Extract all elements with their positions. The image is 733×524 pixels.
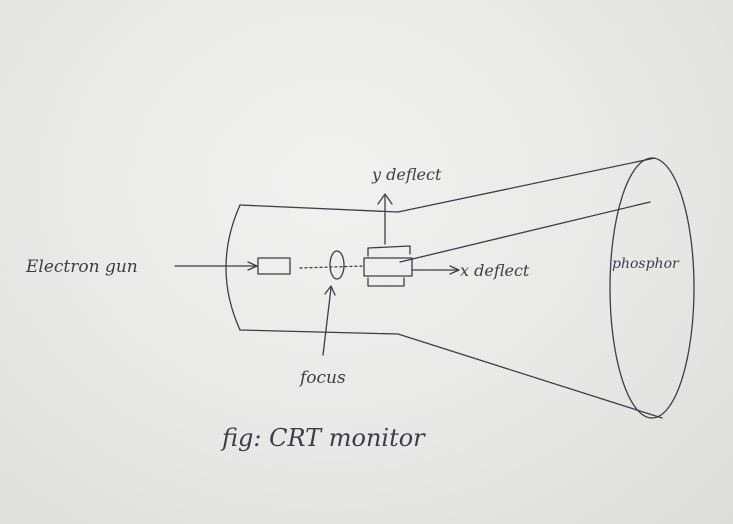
- electron-beam: [299, 201, 651, 269]
- y-deflect-plate-bottom: [367, 277, 405, 287]
- focus-arrowhead: [324, 285, 336, 296]
- electron-gun-arrowhead: [247, 261, 258, 271]
- y-deflect-arrowhead: [377, 193, 393, 205]
- neck-bottom-edge: [239, 329, 663, 419]
- electron-gun-label: Electron gun: [25, 257, 138, 277]
- figure-caption: fig: CRT monitor: [220, 424, 426, 452]
- deflection-plates: [363, 193, 460, 287]
- crt-envelope: [225, 157, 695, 419]
- focus-label: focus: [298, 368, 346, 388]
- y-deflect-plate-top: [367, 245, 411, 257]
- x-deflect-arrowhead: [449, 265, 460, 275]
- electron-gun-block: [257, 257, 291, 275]
- neck-back-end: [225, 204, 241, 331]
- x-deflect-label: x deflect: [460, 261, 530, 280]
- focus-group: [322, 250, 345, 356]
- electron-gun-group: [174, 257, 291, 275]
- x-deflect-plates: [363, 257, 413, 277]
- focus-pointer-arrow: [322, 287, 332, 356]
- phosphor-label: phosphor: [612, 256, 680, 272]
- neck-top-edge: [239, 157, 656, 213]
- screen-face: [609, 157, 695, 419]
- beam-line: [299, 265, 365, 269]
- y-deflect-label: y deflect: [371, 165, 442, 184]
- beam-to-screen: [399, 201, 651, 263]
- focus-lens: [329, 250, 345, 280]
